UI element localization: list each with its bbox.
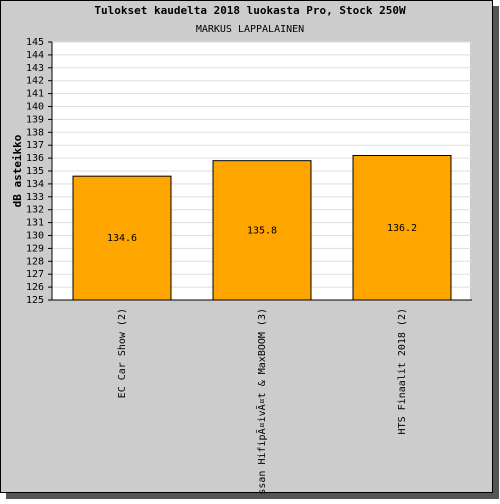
y-tick-label: 126 xyxy=(26,282,44,293)
x-tick-label: HTS Finaalit 2018 (2) xyxy=(397,308,408,434)
x-tick-label: EC Car Show (2) xyxy=(117,308,128,398)
y-tick-label: 129 xyxy=(26,243,44,254)
y-tick-label: 137 xyxy=(26,140,44,151)
y-tick-label: 125 xyxy=(26,295,44,306)
y-tick-label: 138 xyxy=(26,127,44,138)
bar xyxy=(72,175,172,301)
y-tick-label: 143 xyxy=(26,63,44,74)
chart-title: Tulokset kaudelta 2018 luokasta Pro, Sto… xyxy=(94,4,406,17)
bar xyxy=(352,155,452,301)
y-tick-label: 140 xyxy=(26,102,44,113)
x-tick-label: ssan HifipÃ¤ivÃ¤t & MaxBOOM (3) xyxy=(255,308,268,495)
y-tick-label: 128 xyxy=(26,256,44,267)
bar xyxy=(212,160,312,301)
y-tick-label: 144 xyxy=(26,50,44,61)
y-tick-label: 139 xyxy=(26,114,44,125)
y-tick-label: 127 xyxy=(26,269,44,280)
y-axis-label: dB asteikko xyxy=(11,134,24,207)
y-tick-label: 136 xyxy=(26,153,44,164)
y-tick-label: 132 xyxy=(26,205,44,216)
value-label: 134.6 xyxy=(107,233,137,244)
y-tick-label: 133 xyxy=(26,192,44,203)
y-tick-label: 142 xyxy=(26,76,44,87)
y-tick-label: 135 xyxy=(26,166,44,177)
y-tick-label: 134 xyxy=(26,179,44,190)
value-label: 136.2 xyxy=(387,223,417,234)
y-tick-label: 141 xyxy=(26,89,44,100)
chart-subtitle: MARKUS LAPPALAINEN xyxy=(196,24,304,35)
y-tick-label: 130 xyxy=(26,231,44,242)
y-tick-label: 131 xyxy=(26,218,44,229)
y-tick-label: 145 xyxy=(26,37,44,48)
value-label: 135.8 xyxy=(247,225,277,236)
